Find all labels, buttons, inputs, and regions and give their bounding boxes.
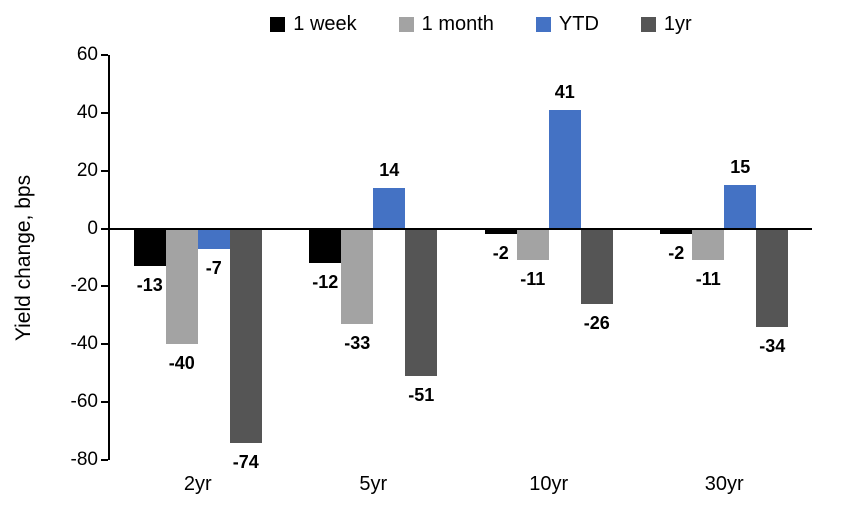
bar-10yr-1-week — [484, 228, 517, 235]
legend-item-1-week: 1 week — [270, 11, 357, 37]
value-label: -2 — [492, 243, 509, 264]
legend-item-YTD: YTD — [535, 11, 599, 37]
bar-30yr-YTD — [724, 185, 757, 229]
y-axis-tick — [101, 54, 108, 56]
y-tick-label: -40 — [70, 333, 98, 355]
value-label: 14 — [379, 160, 400, 181]
y-axis-title: Yield change, bps — [12, 174, 35, 342]
bar-30yr-1yr — [756, 228, 789, 327]
value-label: -2 — [668, 243, 685, 264]
bar-5yr-1-month — [341, 228, 374, 325]
value-label: -40 — [168, 353, 195, 374]
x-axis-label-2yr: 2yr — [183, 473, 212, 495]
bar-2yr-1-week — [133, 228, 166, 267]
value-label: -26 — [583, 312, 610, 333]
y-tick-label: 60 — [76, 44, 98, 65]
y-axis-tick — [101, 285, 108, 288]
y-tick-label: 0 — [87, 217, 98, 239]
legend-label: 1 month — [421, 13, 494, 35]
y-tick-label: -60 — [70, 391, 98, 413]
chart-legend: 1 week 1 month YTD 1yr — [110, 10, 852, 38]
zero-baseline — [110, 227, 812, 230]
legend-item-1yr: 1yr — [640, 11, 692, 37]
value-label: -7 — [205, 257, 222, 278]
y-axis-tick — [101, 401, 108, 404]
value-label: -33 — [344, 333, 371, 354]
y-tick-label: -80 — [70, 449, 98, 470]
value-label: -13 — [136, 275, 163, 296]
legend-swatch-icon — [535, 16, 551, 32]
x-axis-label-5yr: 5yr — [359, 473, 388, 495]
value-label: -74 — [232, 451, 259, 472]
x-axis-label-10yr: 10yr — [529, 473, 569, 495]
x-axis-label-30yr: 30yr — [704, 473, 744, 495]
bar-10yr-1yr — [580, 228, 613, 304]
y-tick-label: -20 — [70, 275, 98, 297]
bar-5yr-1yr — [405, 228, 438, 377]
legend-label: 1 week — [293, 13, 357, 35]
bar-30yr-1-week — [660, 228, 693, 235]
value-label: 15 — [730, 157, 751, 178]
bar-10yr-1-month — [516, 228, 549, 261]
bar-2yr-1yr — [229, 228, 262, 443]
bar-30yr-1-month — [692, 228, 725, 261]
legend-swatch-icon — [640, 16, 656, 32]
y-tick-label: 20 — [76, 159, 98, 181]
y-axis-tick — [101, 111, 108, 114]
legend-swatch-icon — [270, 16, 286, 32]
y-axis-tick — [101, 169, 108, 172]
value-label: -34 — [759, 335, 786, 356]
value-label: -11 — [695, 269, 721, 290]
legend-label: YTD — [558, 13, 599, 35]
y-tick-label: 40 — [76, 101, 98, 123]
y-axis-tick — [101, 459, 108, 461]
bar-2yr-YTD — [197, 228, 230, 249]
value-label: 41 — [554, 81, 575, 102]
legend-label: 1yr — [663, 13, 692, 35]
value-label: -11 — [520, 269, 546, 290]
y-axis-tick — [101, 343, 108, 346]
bar-5yr-1-week — [309, 228, 342, 264]
value-label: -12 — [312, 272, 339, 293]
legend-swatch-icon — [398, 16, 414, 32]
bar-5yr-YTD — [373, 188, 406, 229]
bar-10yr-YTD — [548, 109, 581, 229]
y-axis-line — [108, 55, 110, 460]
plot-area: 60 40 20 0 -20 -40 -60 -80 -13 -40 -7 -74 -12 -33 14 -… — [71, 45, 812, 495]
value-label: -51 — [408, 385, 435, 406]
legend-item-1-month: 1 month — [398, 11, 494, 37]
y-axis-tick — [101, 227, 108, 230]
bar-2yr-1-month — [165, 228, 198, 345]
